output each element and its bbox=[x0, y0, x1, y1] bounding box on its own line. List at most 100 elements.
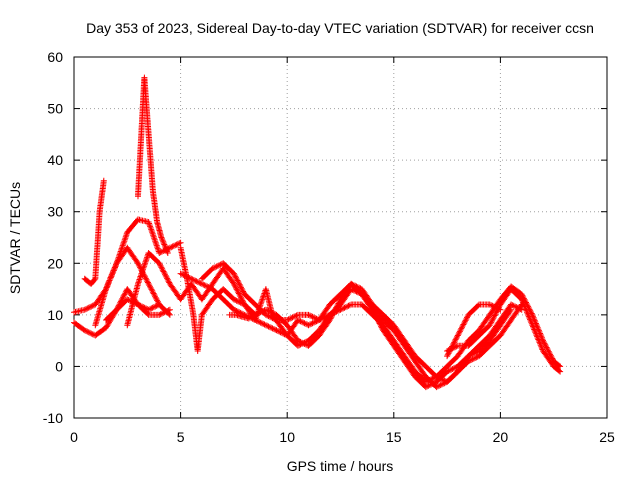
data-point-markers bbox=[252, 301, 268, 317]
data-point-markers bbox=[149, 188, 160, 224]
data-point-markers bbox=[337, 281, 354, 298]
data-point-markers bbox=[103, 261, 119, 293]
data-point-markers bbox=[92, 287, 109, 329]
x-tick-label: 0 bbox=[70, 429, 78, 445]
series-track-12 bbox=[444, 286, 564, 375]
data-point-markers bbox=[113, 297, 130, 313]
x-tick-label: 5 bbox=[177, 429, 185, 445]
data-point-markers bbox=[188, 280, 204, 302]
data-point-markers bbox=[358, 291, 375, 312]
data-point-markers bbox=[262, 322, 279, 333]
data-point-markers bbox=[433, 379, 449, 391]
data-point-markers bbox=[412, 353, 428, 369]
data-point-markers bbox=[156, 260, 173, 286]
data-point-markers bbox=[316, 318, 332, 339]
data-point-markers bbox=[284, 312, 300, 323]
data-point-markers bbox=[220, 260, 236, 276]
y-tick-label: 10 bbox=[47, 307, 63, 323]
data-point-markers bbox=[497, 302, 514, 323]
data-point-markers bbox=[241, 291, 258, 307]
data-point-markers bbox=[135, 251, 152, 287]
x-tick-label: 25 bbox=[599, 429, 615, 445]
y-tick-label: 60 bbox=[47, 49, 63, 65]
tick-labels: 0 5 10 15 20 25 -10 0 10 20 30 40 50 60 bbox=[43, 49, 615, 445]
data-point-markers bbox=[145, 219, 162, 255]
data-point-markers bbox=[476, 323, 492, 339]
axes bbox=[73, 56, 608, 419]
data-point-markers bbox=[454, 313, 471, 339]
data-point-markers bbox=[316, 302, 332, 323]
data-point-markers bbox=[465, 328, 481, 344]
data-point-markers bbox=[305, 311, 321, 323]
data-point-markers bbox=[444, 354, 460, 370]
data-point-markers bbox=[124, 217, 140, 236]
x-tick-label: 10 bbox=[279, 429, 295, 445]
data-point-markers bbox=[380, 327, 396, 348]
data-point-markers bbox=[337, 287, 354, 308]
data-point-markers bbox=[550, 363, 564, 375]
data-point-markers bbox=[465, 302, 481, 318]
data-point-markers bbox=[465, 343, 481, 360]
data-point-markers bbox=[380, 317, 396, 333]
data-point-markers bbox=[284, 318, 300, 339]
series-track-13 bbox=[226, 311, 252, 322]
data-point-markers bbox=[81, 302, 97, 313]
data-point-markers bbox=[401, 342, 418, 363]
data-point-markers bbox=[486, 302, 503, 329]
y-tick-label: 50 bbox=[47, 101, 63, 117]
data-points bbox=[71, 74, 564, 391]
data-point-markers bbox=[145, 131, 156, 193]
data-point-markers bbox=[380, 322, 396, 343]
data-point-markers bbox=[390, 337, 407, 358]
grid-lines bbox=[74, 57, 607, 418]
data-point-markers bbox=[241, 314, 252, 322]
data-point-markers bbox=[158, 234, 171, 256]
data-point-markers bbox=[390, 322, 407, 343]
data-point-markers bbox=[188, 275, 204, 287]
data-point-markers bbox=[412, 373, 428, 389]
data-point-markers bbox=[198, 280, 215, 292]
data-point-markers bbox=[540, 337, 556, 363]
data-point-markers bbox=[401, 337, 418, 358]
data-point-markers bbox=[92, 325, 108, 339]
data-point-markers bbox=[198, 297, 215, 318]
data-point-markers bbox=[166, 280, 183, 302]
data-point-markers bbox=[305, 333, 322, 349]
data-point-markers bbox=[71, 319, 87, 333]
x-axis-label: GPS time / hours bbox=[287, 458, 394, 474]
data-point-markers bbox=[141, 74, 152, 136]
data-point-markers bbox=[358, 286, 375, 307]
data-point-markers bbox=[422, 363, 439, 379]
data-point-markers bbox=[369, 301, 386, 317]
data-point-markers bbox=[422, 373, 439, 389]
data-point-markers bbox=[294, 338, 311, 349]
data-point-markers bbox=[326, 307, 343, 318]
data-point-markers bbox=[369, 306, 386, 322]
data-point-markers bbox=[465, 333, 481, 349]
data-point-markers bbox=[220, 286, 236, 302]
data-point-markers bbox=[444, 343, 460, 354]
x-tick-label: 20 bbox=[493, 429, 509, 445]
data-point-markers bbox=[305, 328, 322, 344]
data-point-markers bbox=[96, 177, 107, 215]
data-point-markers bbox=[154, 219, 164, 240]
data-point-markers bbox=[369, 311, 386, 328]
data-point-markers bbox=[444, 369, 460, 385]
data-point-markers bbox=[220, 296, 236, 312]
data-point-markers bbox=[476, 333, 492, 349]
series-track-5 bbox=[103, 296, 163, 323]
y-tick-label: 20 bbox=[47, 255, 63, 271]
data-point-markers bbox=[262, 311, 279, 323]
data-point-markers bbox=[145, 280, 162, 307]
plot-frame bbox=[73, 56, 608, 419]
data-point-markers bbox=[454, 354, 471, 375]
data-point-markers bbox=[444, 364, 460, 375]
data-point-markers bbox=[113, 246, 130, 267]
data-point-markers bbox=[358, 301, 375, 317]
data-point-markers bbox=[92, 210, 103, 282]
y-tick-label: 30 bbox=[47, 204, 63, 220]
data-point-markers bbox=[145, 301, 163, 313]
data-point-markers bbox=[124, 282, 141, 329]
